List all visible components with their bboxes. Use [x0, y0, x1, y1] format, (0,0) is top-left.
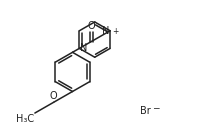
Text: O: O [88, 21, 95, 31]
Text: +: + [112, 27, 118, 36]
Text: N: N [80, 43, 88, 53]
Text: O: O [50, 91, 58, 101]
Text: Br: Br [140, 106, 150, 116]
Text: N: N [102, 26, 109, 36]
Text: H₃C: H₃C [16, 114, 34, 124]
Text: −: − [153, 104, 160, 113]
